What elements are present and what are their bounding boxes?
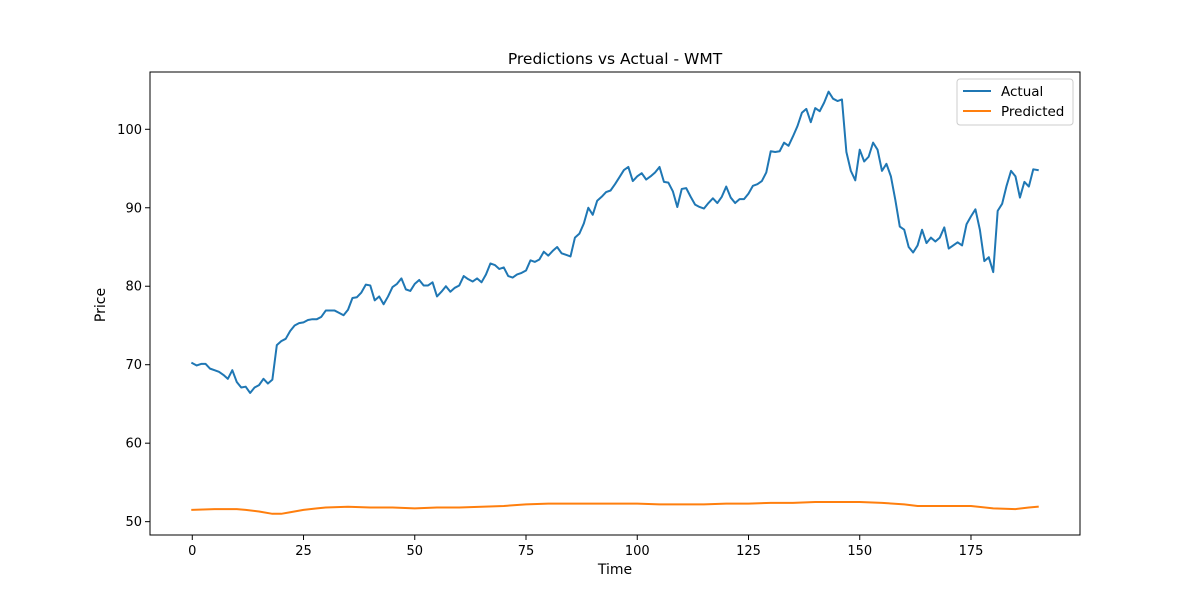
x-tick-label: 100 <box>625 544 650 559</box>
y-tick-label: 90 <box>125 201 142 216</box>
legend-label-actual: Actual <box>1001 84 1043 100</box>
legend-label-predicted: Predicted <box>1001 104 1064 120</box>
x-tick-label: 75 <box>518 544 535 559</box>
y-tick-label: 60 <box>125 437 142 452</box>
y-tick-label: 70 <box>125 358 142 373</box>
y-axis-title: Price <box>93 288 109 322</box>
x-tick-label: 50 <box>406 544 423 559</box>
series-line-predicted <box>191 501 1039 515</box>
plot-frame <box>149 71 1081 536</box>
plot-lines <box>190 90 1039 515</box>
x-tick-label: 25 <box>295 544 312 559</box>
x-axis: 0 25 50 75 100 125 150 175 <box>188 535 983 559</box>
chart-title: Predictions vs Actual - WMT <box>508 50 723 68</box>
x-tick-label: 0 <box>188 544 196 559</box>
series-line-actual <box>190 90 1039 394</box>
x-axis-title: Time <box>597 562 632 578</box>
x-tick-label: 150 <box>847 544 872 559</box>
y-tick-label: 100 <box>117 123 142 138</box>
x-tick-label: 175 <box>959 544 984 559</box>
x-tick-label: 125 <box>736 544 761 559</box>
legend: Actual Predicted <box>956 78 1074 126</box>
y-tick-label: 80 <box>125 280 142 295</box>
y-axis: 50 60 70 80 90 100 <box>117 123 150 530</box>
y-tick-label: 50 <box>125 515 142 530</box>
